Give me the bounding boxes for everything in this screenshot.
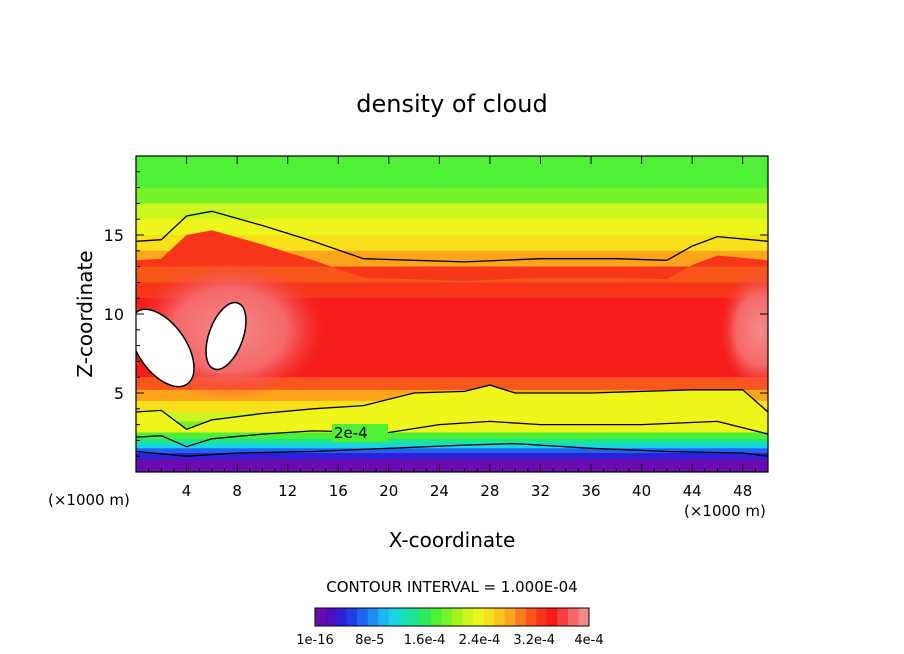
- colorbar-swatch: [346, 608, 358, 626]
- y-tick-label: 15: [104, 226, 124, 245]
- x-tick-label: 32: [531, 482, 550, 500]
- colorbar-swatch: [430, 608, 442, 626]
- x-unit-label-left: (×1000 m): [48, 491, 130, 509]
- colorbar-swatch: [494, 608, 505, 626]
- colorbar-labels: 1e-16 8e-5 1.6e-4 2.4e-4 3.2e-4 4e-4: [296, 633, 603, 648]
- contour-band: [136, 156, 768, 189]
- contour-band: [136, 203, 768, 220]
- colorbar-swatch: [399, 608, 411, 626]
- contour-label: 2e-4: [334, 424, 368, 442]
- colorbar-tick-label: 2.4e-4: [459, 633, 501, 648]
- colorbar-swatch: [462, 608, 474, 626]
- colorbar: [314, 607, 590, 627]
- colorbar-swatch: [441, 608, 453, 626]
- contour-band: [136, 430, 768, 440]
- colorbar-swatch: [378, 608, 390, 626]
- plot-area: [136, 156, 768, 472]
- colorbar-swatch: [504, 608, 516, 626]
- contour-interval-text: CONTOUR INTERVAL = 1.000E-04: [326, 578, 577, 596]
- colorbar-swatch: [315, 608, 326, 626]
- colorbar-swatch: [483, 608, 495, 626]
- high-density-regions: [136, 260, 768, 400]
- contour-lines: [136, 210, 768, 457]
- colorbar-tick-label: 8e-5: [355, 633, 384, 648]
- x-tick-label: 28: [480, 482, 499, 500]
- colorbar-swatch: [557, 608, 569, 626]
- y-tick-label: 10: [104, 305, 124, 324]
- x-tick-label: 24: [430, 482, 449, 500]
- colorbar-swatch: [578, 608, 590, 626]
- empty-region-2: [205, 301, 247, 371]
- colorbar-tick-label: 1.6e-4: [404, 633, 446, 648]
- colorbar-swatch: [357, 608, 368, 626]
- upper-band-shape: [136, 230, 768, 281]
- colorbar-swatch: [515, 608, 527, 626]
- contour-line: [136, 384, 768, 431]
- colorbar-swatch: [388, 608, 400, 626]
- colorbar-tick-label: 3.2e-4: [513, 633, 555, 648]
- x-tick-label: 8: [232, 482, 242, 500]
- chart-title: density of cloud: [356, 90, 547, 118]
- colorbar-swatch: [409, 608, 421, 626]
- colorbar-swatch: [525, 608, 537, 626]
- contour-band: [136, 219, 768, 236]
- contour-label-background: [332, 424, 388, 442]
- contour-band: [136, 187, 768, 204]
- high-density-region-right: [720, 270, 768, 390]
- colorbar-frame: [314, 607, 590, 627]
- contour-line: [136, 420, 768, 448]
- colorbar-swatch: [567, 608, 579, 626]
- colorbar-swatch: [325, 608, 337, 626]
- x-tick-label: 44: [683, 482, 702, 500]
- empty-region-1: [136, 308, 195, 388]
- x-tick-label: 4: [182, 482, 192, 500]
- contour-line: [136, 442, 768, 457]
- colorbar-swatch: [420, 608, 432, 626]
- x-tick-label: 20: [379, 482, 398, 500]
- y-axis-ticks: 5 10 15: [104, 171, 768, 457]
- x-unit-label-right: (×1000 m): [684, 502, 766, 520]
- lower-band-shape: [136, 385, 768, 433]
- colorbar-swatch: [336, 608, 347, 626]
- colorbar-swatch: [452, 608, 463, 626]
- colorbar-tick-label: 1e-16: [296, 633, 334, 648]
- x-tick-label: 40: [632, 482, 651, 500]
- colorbar-swatch: [536, 608, 548, 626]
- x-axis-label: X-coordinate: [389, 528, 516, 552]
- y-tick-label: 5: [114, 384, 124, 403]
- contour-band: [136, 459, 768, 472]
- contour-band: [136, 448, 768, 454]
- colorbar-swatch: [546, 608, 558, 626]
- x-tick-label: 16: [329, 482, 348, 500]
- contour-line: [136, 210, 768, 263]
- contour-band: [136, 453, 768, 460]
- colorbar-swatch: [367, 608, 379, 626]
- x-tick-label: 36: [581, 482, 600, 500]
- x-tick-label: 12: [278, 482, 297, 500]
- colorbar-swatch: [473, 608, 484, 626]
- contour-band: [136, 235, 768, 252]
- colorbar-tick-label: 4e-4: [574, 633, 603, 648]
- y-axis-label: Z-coordinate: [73, 250, 97, 377]
- x-tick-label: 48: [733, 482, 752, 500]
- x-axis-ticks: 4 8 12 16 20 24 28 32 36 40 44 48: [148, 156, 756, 500]
- contour-band: [136, 438, 768, 445]
